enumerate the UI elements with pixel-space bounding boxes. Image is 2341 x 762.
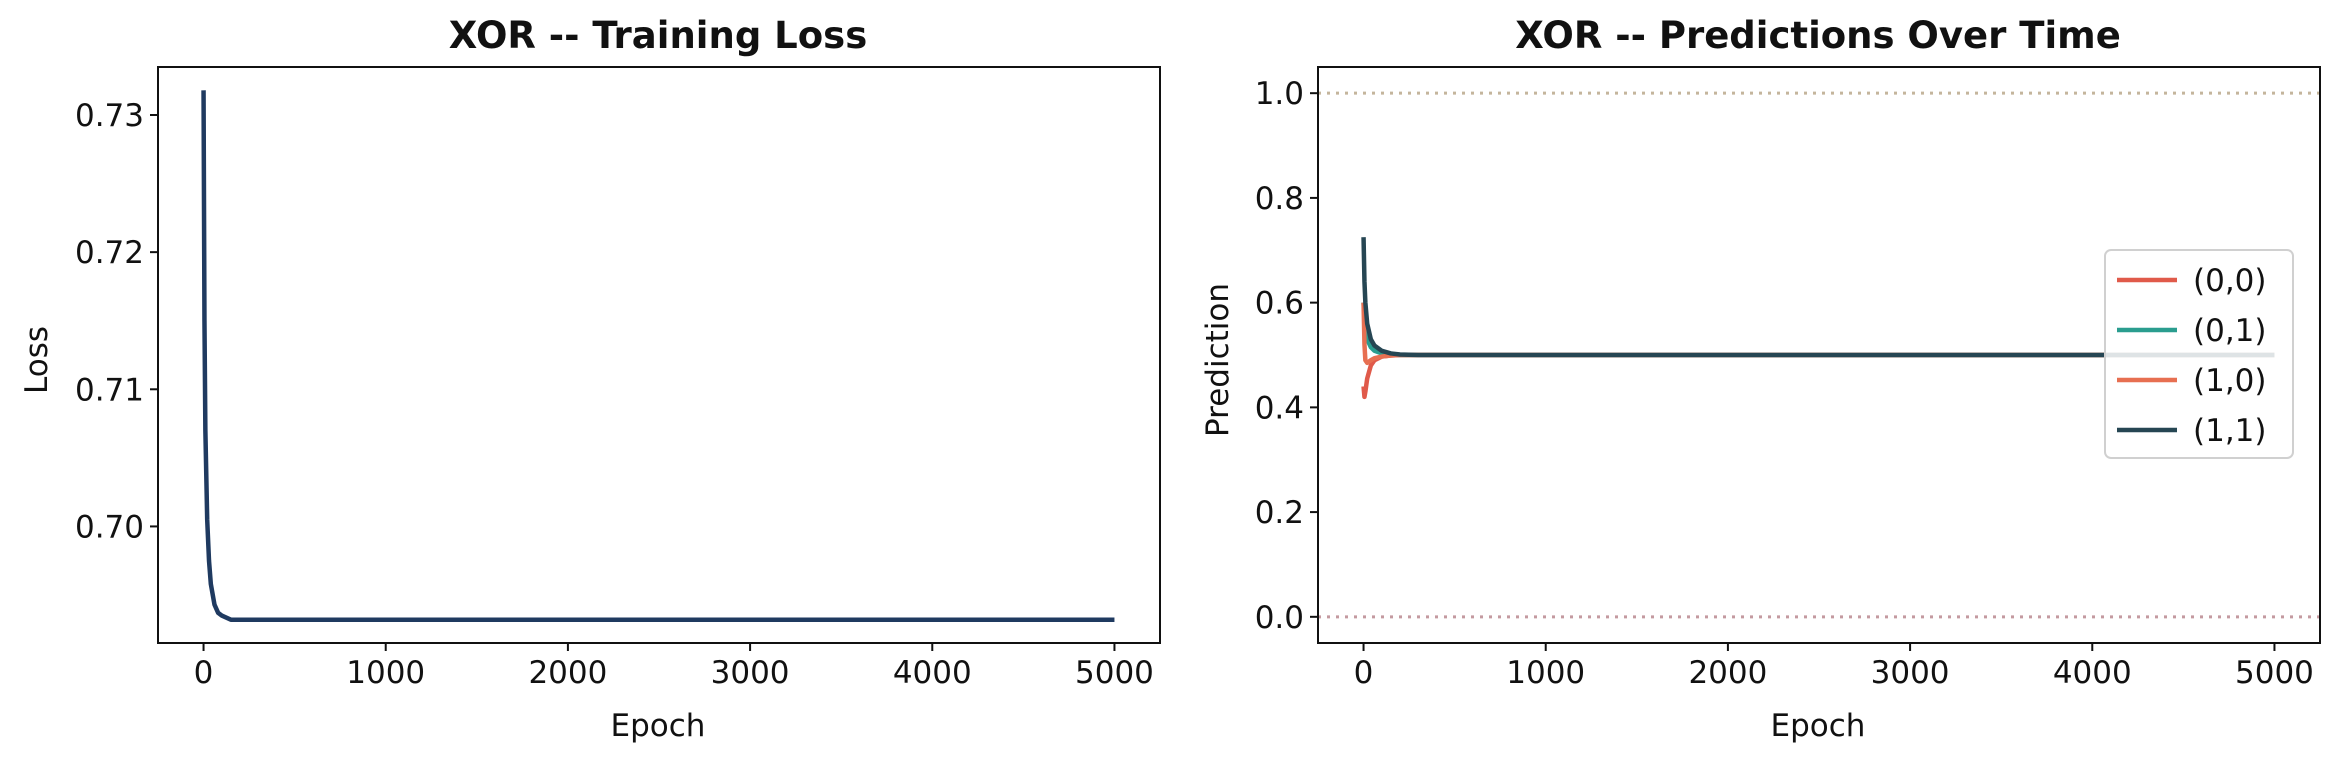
plot-frame (157, 66, 1161, 644)
chart-title: XOR -- Training Loss (449, 14, 867, 57)
y-tick-label: 0.4 (1255, 390, 1304, 426)
x-tick-label: 3000 (1871, 655, 1950, 691)
x-tick-label: 5000 (2235, 655, 2314, 691)
y-tick-label: 0.8 (1255, 181, 1304, 217)
x-tick-label: 1000 (1506, 655, 1585, 691)
y-tick-label: 0.73 (75, 98, 144, 134)
plot-frame (1317, 66, 2321, 644)
y-tick-label: 0.72 (75, 235, 144, 271)
x-tick-label: 2000 (1688, 655, 1767, 691)
x-tick-label: 4000 (893, 655, 972, 691)
y-tick-label: 0.71 (75, 372, 144, 408)
x-axis-label: Epoch (1771, 708, 1866, 744)
y-tick-label: 0.0 (1255, 600, 1304, 636)
y-tick-label: 0.6 (1255, 286, 1304, 322)
series-line-0 (201, 90, 1115, 622)
x-tick-label: 2000 (528, 655, 607, 691)
series-line-3 (1361, 237, 2275, 358)
legend-label: (1,1) (2193, 413, 2267, 449)
legend-label: (1,0) (2193, 363, 2267, 399)
y-tick-label: 0.70 (75, 509, 144, 545)
y-tick-label: 0.2 (1255, 495, 1304, 531)
y-tick-label: 1.0 (1255, 76, 1304, 112)
x-tick-label: 4000 (2053, 655, 2132, 691)
chart-title: XOR -- Predictions Over Time (1515, 14, 2121, 57)
y-axis-label: Loss (19, 326, 55, 394)
predictions-chart: XOR -- Predictions Over Time Epoch Predi… (1200, 14, 2321, 744)
x-tick-label: 1000 (346, 655, 425, 691)
legend: (0,0) (0,1) (1,0) (1,1) (2104, 249, 2294, 459)
x-axis-label: Epoch (611, 708, 706, 744)
legend-label: (0,1) (2193, 313, 2267, 349)
y-axis-label: Prediction (1200, 283, 1236, 437)
legend-box (2104, 249, 2294, 459)
training-loss-chart: XOR -- Training Loss Epoch Loss 0 1000 200… (19, 14, 1161, 744)
legend-label: (0,0) (2193, 263, 2267, 299)
x-tick-label: 0 (194, 655, 214, 691)
x-tick-label: 5000 (1075, 655, 1154, 691)
x-tick-label: 0 (1354, 655, 1374, 691)
x-tick-label: 3000 (711, 655, 790, 691)
